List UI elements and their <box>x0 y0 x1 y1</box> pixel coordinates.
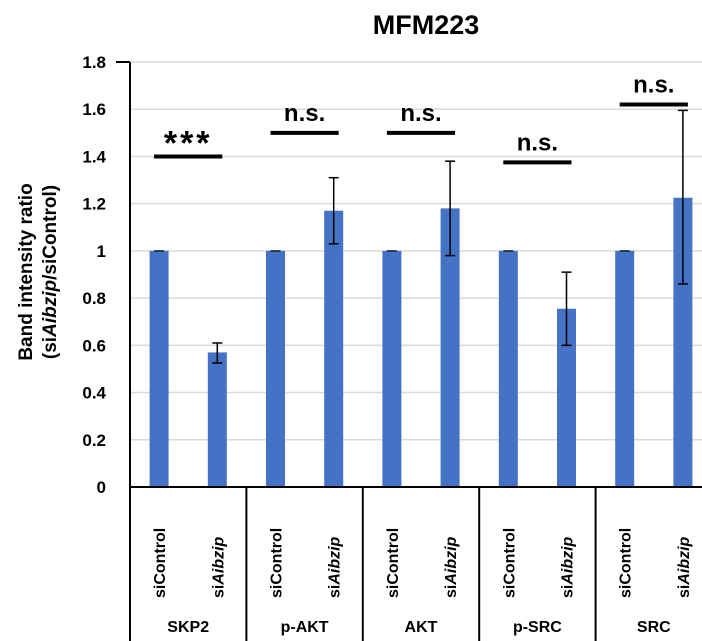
significance-label: *** <box>164 124 213 162</box>
bar-category-label: siAibzip <box>443 536 460 598</box>
y-tick-label: 1.4 <box>82 147 106 166</box>
significance-annotations: *** n.s. n.s. n.s. n.s. <box>154 72 688 165</box>
group-label: AKT <box>405 619 438 636</box>
bars <box>149 197 693 487</box>
y-tick-label: 1 <box>97 242 106 261</box>
bar-category-label: siControl <box>618 528 635 598</box>
bar-category-label: siControl <box>269 528 286 598</box>
bar-category-label: siAibzip <box>210 536 227 598</box>
y-axis-label: Band intensity ratio (siAibzip/siControl… <box>16 183 61 360</box>
bar <box>440 208 460 487</box>
bar <box>266 250 285 487</box>
bar <box>207 352 227 487</box>
y-tick-labels: 0 0.2 0.4 0.6 0.8 1 1.2 1.4 1.6 1.8 <box>82 53 106 497</box>
y-tick-label: 0 <box>97 478 106 497</box>
bar <box>149 250 169 487</box>
x-category-labels: siControl siAibzip SKP2 siControl siAibzip p-… <box>152 528 693 636</box>
y-tick-label: 1.2 <box>82 195 106 214</box>
group-label: p-SRC <box>513 619 562 636</box>
y-tick-label: 0.6 <box>82 336 106 355</box>
bar <box>382 250 402 487</box>
grid-lines <box>130 61 702 441</box>
group-label: SRC <box>637 619 671 636</box>
y-tick-label: 0.4 <box>82 384 106 403</box>
bar <box>673 197 693 487</box>
error-bars <box>154 109 688 364</box>
bar <box>615 250 635 487</box>
group-label: p-AKT <box>281 619 329 636</box>
bar-category-label: siAibzip <box>560 536 577 598</box>
bar-category-label: siControl <box>152 528 169 598</box>
significance-label: n.s. <box>400 100 441 127</box>
axes <box>116 61 702 641</box>
bar-category-label: siAibzip <box>327 536 344 598</box>
significance-label: n.s. <box>517 129 558 156</box>
y-tick-label: 1.8 <box>82 53 106 72</box>
bar <box>324 210 344 487</box>
significance-label: n.s. <box>633 72 674 99</box>
y-tick-label: 0.8 <box>82 289 106 308</box>
significance-label: n.s. <box>284 100 325 127</box>
bar-category-label: siControl <box>501 528 518 598</box>
y-tick-label: 1.6 <box>82 100 106 119</box>
y-tick-label: 0.2 <box>82 431 106 450</box>
group-label: SKP2 <box>167 619 209 636</box>
bar-category-label: siControl <box>385 528 402 598</box>
bar-category-label: siAibzip <box>676 536 693 598</box>
chart-title: MFM223 <box>373 10 480 40</box>
y-axis-label-line2: (siAibzip/siControl) <box>40 185 61 359</box>
bar <box>557 308 576 487</box>
y-axis-label-line1: Band intensity ratio <box>16 183 37 360</box>
bar <box>498 250 518 487</box>
